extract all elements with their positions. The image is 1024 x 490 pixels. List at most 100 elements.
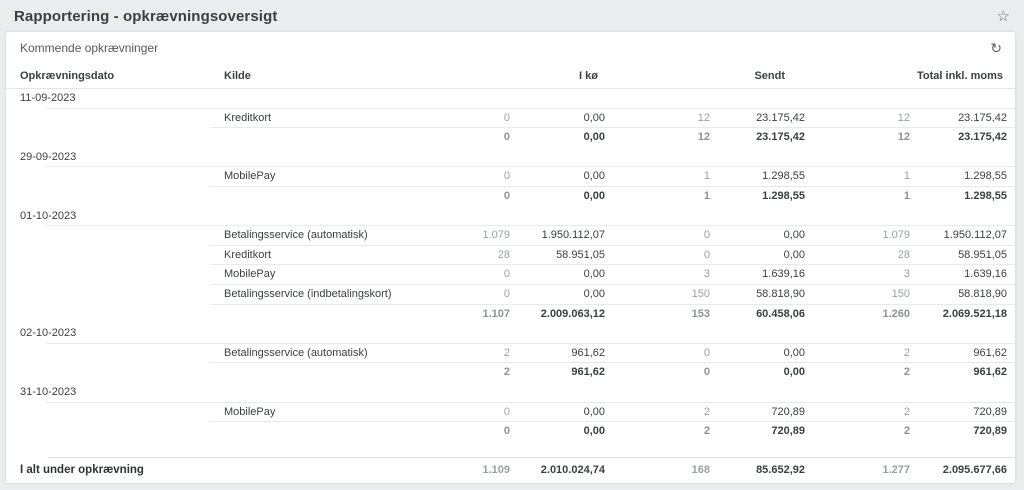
total-amount: 23.175,42 xyxy=(958,111,1007,124)
billing-date: 01-10-2023 xyxy=(20,209,77,222)
sent-count: 0 xyxy=(703,229,710,242)
total-amount: 58.951,05 xyxy=(958,248,1007,261)
table-spacer xyxy=(6,442,1015,457)
sent-count: 0 xyxy=(703,248,710,261)
grand-total-sent-count: 168 xyxy=(691,464,710,476)
queue-count: 1.079 xyxy=(482,229,510,242)
total-amount: 1.298,55 xyxy=(964,189,1007,202)
sent-count: 0 xyxy=(703,346,710,359)
source-label: MobilePay xyxy=(224,170,276,183)
total-count: 2 xyxy=(903,346,910,359)
sent-amount: 60.458,06 xyxy=(756,307,805,320)
total-count: 2 xyxy=(903,405,910,418)
sent-count: 2 xyxy=(703,425,710,438)
billing-date: 11-09-2023 xyxy=(20,92,76,104)
queue-amount: 58.951,05 xyxy=(556,248,605,261)
queue-count: 0 xyxy=(503,189,510,202)
top-bar: Rapportering - opkrævningsoversigt ☆ xyxy=(0,0,1024,32)
source-label: Kreditkort xyxy=(224,111,272,124)
total-count: 28 xyxy=(897,248,910,261)
sent-amount: 1.298,55 xyxy=(762,170,805,183)
grand-total-sent-amount: 85.652,92 xyxy=(756,464,805,476)
sent-count: 150 xyxy=(691,287,710,300)
date-group-row: 02-10-2023 xyxy=(6,324,1015,344)
table-body: 11-09-2023 Kreditkort 0 0,00 12 23.175,42 12 23… xyxy=(6,89,1015,442)
subtotal-row: 0 0,00 2 720,89 2 720,89 xyxy=(6,422,1015,442)
total-amount: 1.950.112,07 xyxy=(943,229,1007,242)
sent-amount: 0,00 xyxy=(783,248,805,261)
sent-amount: 720,89 xyxy=(771,425,805,438)
queue-count: 28 xyxy=(497,248,510,261)
queue-amount: 961,62 xyxy=(571,346,605,359)
queue-amount: 0,00 xyxy=(583,405,605,418)
grand-total-queue-amount: 2.010.024,74 xyxy=(540,464,605,476)
queue-count: 0 xyxy=(503,170,510,183)
report-panel: Kommende opkrævninger ↻ Opkrævningsdato … xyxy=(6,32,1015,483)
favorite-star-icon[interactable]: ☆ xyxy=(996,7,1010,25)
column-header-sent: Sendt xyxy=(754,70,785,82)
panel-header: Kommende opkrævninger ↻ xyxy=(6,32,1015,62)
source-label: Kreditkort xyxy=(224,248,272,261)
column-header-total: Total inkl. moms xyxy=(917,70,1003,82)
sent-amount: 58.818,90 xyxy=(756,287,805,300)
column-header-source: Kilde xyxy=(224,70,251,82)
total-count: 1 xyxy=(903,170,910,183)
queue-count: 0 xyxy=(503,111,510,124)
billing-date: 02-10-2023 xyxy=(20,327,77,340)
source-row: Betalingsservice (automatisk) 1.079 1.950.… xyxy=(6,226,1015,246)
sent-count: 12 xyxy=(697,111,710,124)
total-amount: 720,89 xyxy=(973,425,1007,438)
sent-amount: 0,00 xyxy=(783,346,805,359)
billing-date: 31-10-2023 xyxy=(20,385,77,398)
queue-count: 2 xyxy=(503,346,510,359)
source-row: Kreditkort 28 58.951,05 0 0,00 28 58.951,05 xyxy=(6,246,1015,266)
total-amount: 720,89 xyxy=(973,405,1007,418)
queue-count: 0 xyxy=(503,405,510,418)
total-amount: 961,62 xyxy=(973,346,1007,359)
date-group-row: 11-09-2023 xyxy=(6,89,1015,109)
source-label: MobilePay xyxy=(224,405,276,418)
source-row: Betalingsservice (automatisk) 2 961,62 0 0,0… xyxy=(6,344,1015,364)
total-count: 2 xyxy=(903,425,910,438)
queue-amount: 1.950.112,07 xyxy=(541,229,605,242)
sent-count: 12 xyxy=(697,131,710,144)
sent-amount: 0,00 xyxy=(783,229,805,242)
source-row: MobilePay 0 0,00 1 1.298,55 1 1.298,55 xyxy=(6,167,1015,187)
sent-amount: 23.175,42 xyxy=(756,131,805,144)
table-header-row: Opkrævningsdato Kilde I kø Sendt Total i… xyxy=(6,62,1015,89)
refresh-icon[interactable]: ↻ xyxy=(990,40,1002,56)
sent-count: 1 xyxy=(703,170,710,183)
billing-date: 29-09-2023 xyxy=(20,150,77,163)
total-amount: 961,62 xyxy=(973,366,1007,379)
grand-total-label: I alt under opkrævning xyxy=(20,464,144,476)
queue-amount: 0,00 xyxy=(583,425,605,438)
total-count: 1.079 xyxy=(882,229,910,242)
sent-count: 153 xyxy=(691,307,710,320)
source-label: Betalingsservice (automatisk) xyxy=(224,229,368,242)
queue-amount: 0,00 xyxy=(583,131,605,144)
sent-amount: 0,00 xyxy=(783,366,805,379)
subtotal-row: 2 961,62 0 0,00 2 961,62 xyxy=(6,363,1015,383)
total-amount: 2.069.521,18 xyxy=(942,307,1007,320)
total-count: 2 xyxy=(903,366,910,379)
source-label: MobilePay xyxy=(224,268,276,281)
grand-total-count: 1.277 xyxy=(882,464,910,476)
queue-count: 0 xyxy=(503,131,510,144)
source-row: Betalingsservice (indbetalingskort) 0 0,00… xyxy=(6,285,1015,305)
queue-count: 0 xyxy=(503,268,510,281)
date-group-row: 01-10-2023 xyxy=(6,207,1015,227)
total-count: 150 xyxy=(891,287,910,300)
date-group-row: 31-10-2023 xyxy=(6,383,1015,403)
queue-amount: 2.009.063,12 xyxy=(540,307,605,320)
queue-count: 0 xyxy=(503,287,510,300)
panel-title: Kommende opkrævninger xyxy=(20,41,159,55)
source-row: MobilePay 0 0,00 2 720,89 2 720,89 xyxy=(6,403,1015,423)
queue-amount: 0,00 xyxy=(583,268,605,281)
sent-amount: 1.639,16 xyxy=(762,268,805,281)
total-amount: 58.818,90 xyxy=(958,287,1007,300)
grand-total-queue-count: 1.109 xyxy=(482,464,510,476)
subtotal-row: 0 0,00 12 23.175,42 12 23.175,42 xyxy=(6,128,1015,148)
total-count: 1.260 xyxy=(882,307,910,320)
total-count: 12 xyxy=(897,131,910,144)
page-title: Rapportering - opkrævningsoversigt xyxy=(14,7,278,25)
